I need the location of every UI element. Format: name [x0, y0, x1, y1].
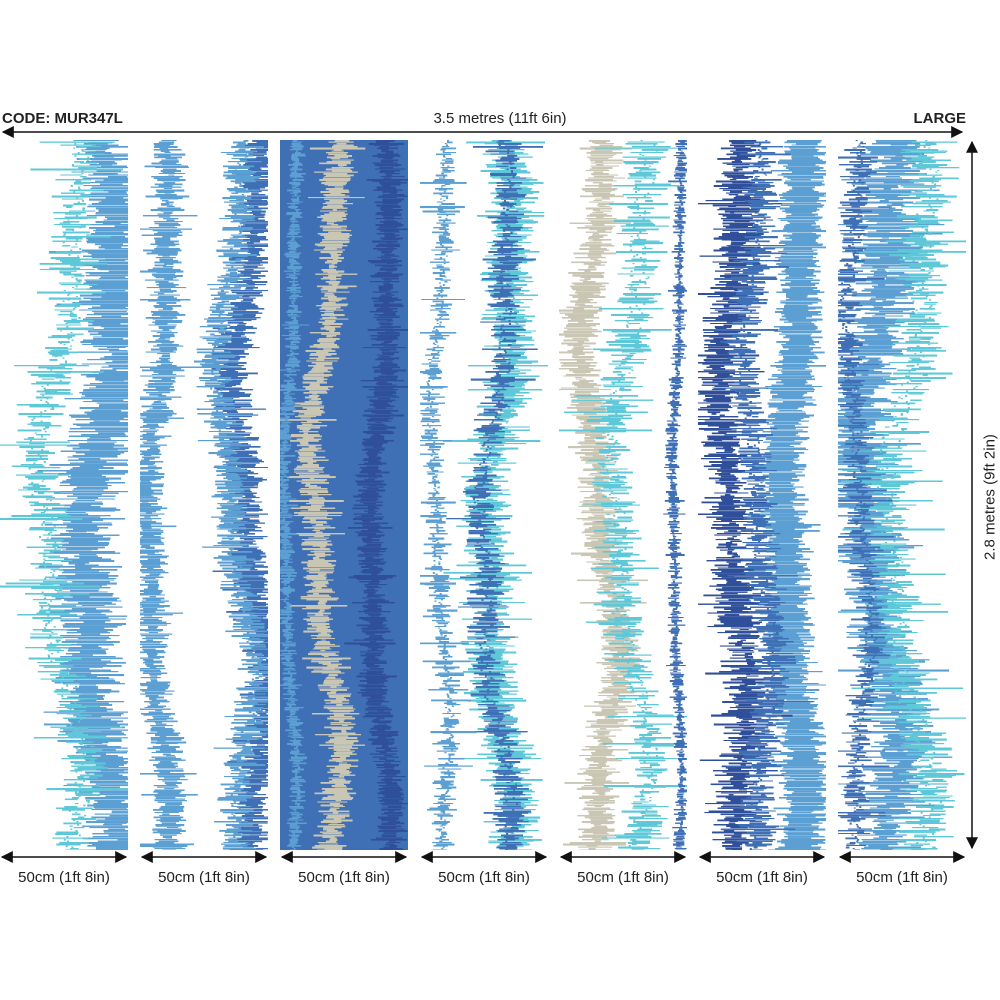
size-label: LARGE [913, 110, 967, 127]
mural-panel-3 [280, 140, 408, 850]
mural-panel-1 [0, 140, 128, 850]
panel-width-label: 50cm (1ft 8in) [856, 869, 948, 886]
mural-panel-2 [140, 140, 268, 850]
panel-width-label: 50cm (1ft 8in) [577, 869, 669, 886]
panel-width-label: 50cm (1ft 8in) [438, 869, 530, 886]
panel-width-label: 50cm (1ft 8in) [158, 869, 250, 886]
product-code: CODE: MUR347L [2, 110, 123, 127]
mural-panel-5 [559, 140, 687, 850]
panel-width-label: 50cm (1ft 8in) [18, 869, 110, 886]
panel-width-label: 50cm (1ft 8in) [716, 869, 808, 886]
mural-panel-7 [838, 140, 966, 850]
total-height-label: 2.8 metres (9ft 2in) [981, 434, 999, 560]
panel-width-label: 50cm (1ft 8in) [298, 869, 390, 886]
total-width-label: 3.5 metres (11ft 6in) [433, 110, 567, 127]
mural-panel-4 [420, 140, 548, 850]
mural-panel-6 [698, 140, 826, 850]
